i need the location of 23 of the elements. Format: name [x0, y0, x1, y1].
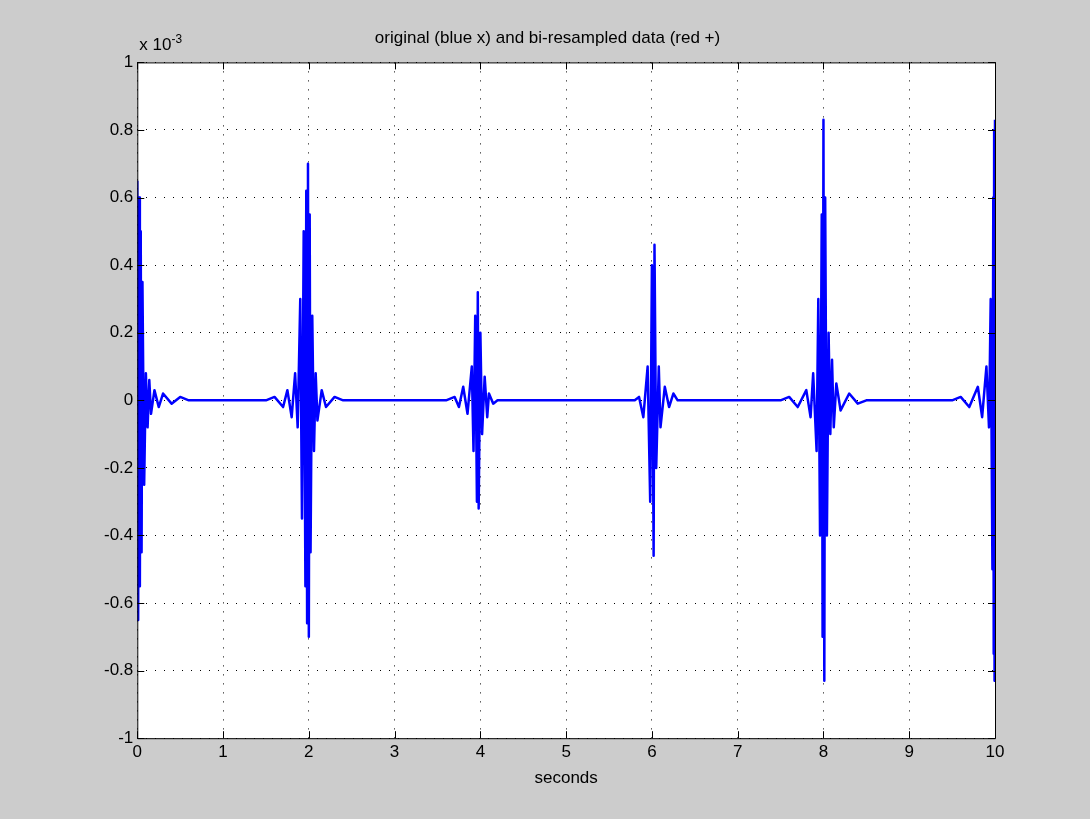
y-tick-label: 1 — [123, 52, 134, 72]
y-tick-label: 0.2 — [109, 322, 134, 342]
y-tick-label: -0.2 — [104, 457, 134, 477]
x-tick-label: 2 — [304, 742, 314, 762]
x-tick-label: 10 — [985, 742, 1005, 762]
y-tick-label: -0.6 — [104, 592, 134, 612]
x-tick-label: 7 — [732, 742, 743, 762]
x-tick-label: 8 — [818, 742, 829, 762]
y-tick-label: -1 — [118, 727, 134, 747]
x-axis-title: seconds — [534, 768, 598, 788]
x-tick-label: 5 — [561, 742, 571, 762]
y-tick-label: 0.6 — [109, 187, 134, 207]
y-tick-label: 0 — [123, 389, 134, 409]
x-tick-label: 4 — [475, 742, 486, 762]
y-tick-label: 0.8 — [109, 119, 134, 139]
x-tick-label: 1 — [218, 742, 228, 762]
x-tick-label: 6 — [647, 742, 657, 762]
chart-title: original (blue x) and bi-resampled data (red +) — [374, 27, 721, 47]
x-tick-label: 9 — [904, 742, 914, 762]
y-tick-label: -0.4 — [104, 525, 134, 545]
y-tick-label: 0.4 — [109, 254, 134, 274]
x-tick-label: 3 — [389, 742, 400, 762]
y-tick-label: -0.8 — [104, 660, 134, 680]
